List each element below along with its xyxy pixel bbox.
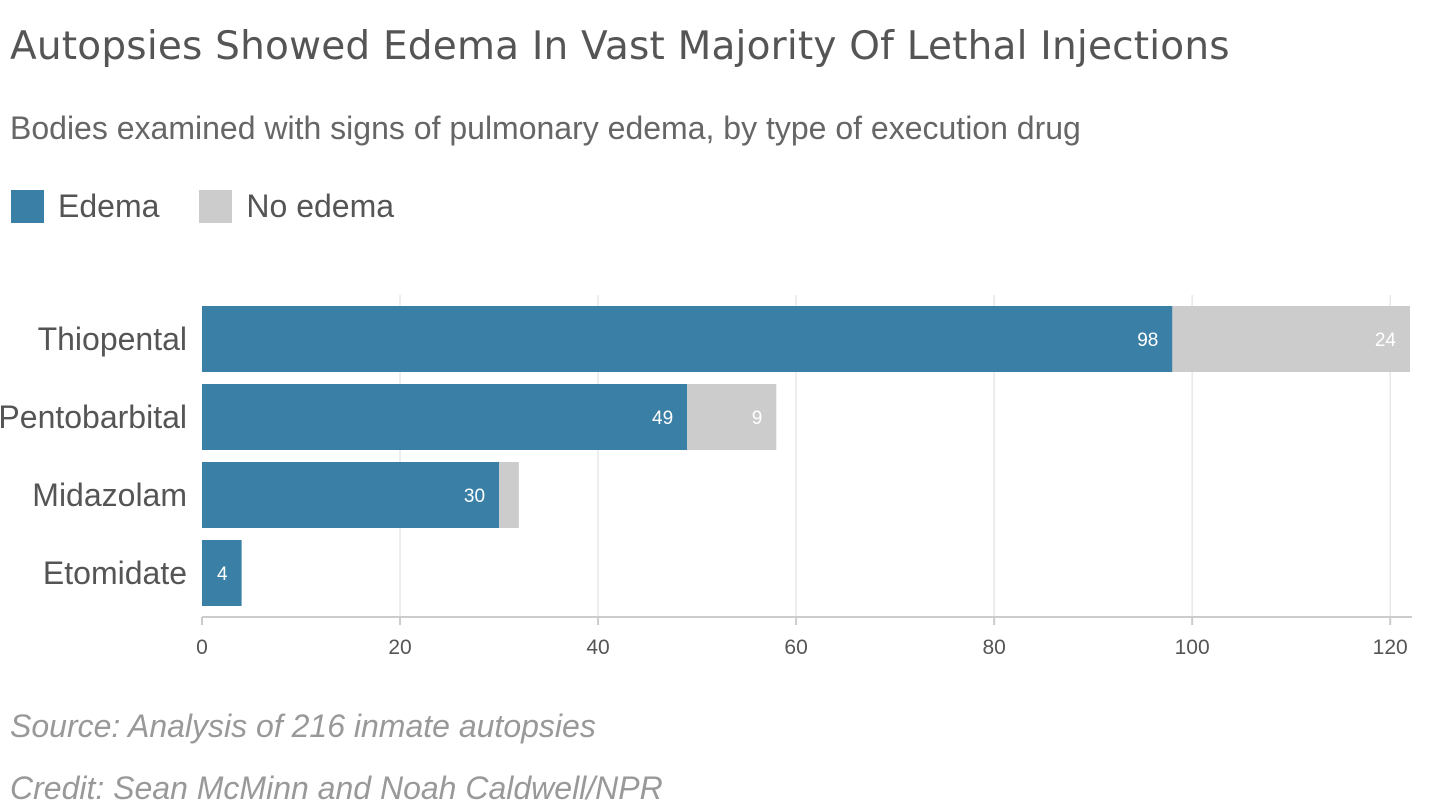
legend-label-no-edema: No edema xyxy=(246,188,395,224)
bar-thiopental-edema xyxy=(202,306,1173,372)
data-label-thiopental-edema: 98 xyxy=(1137,330,1158,351)
x-tick-label-60: 60 xyxy=(784,636,807,659)
bar-midazolam-no-edema xyxy=(499,462,519,528)
category-label-pentobarbital: Pentobarbital xyxy=(0,399,187,435)
legend-item-no-edema: No edema xyxy=(199,188,394,225)
x-tick-label-100: 100 xyxy=(1175,636,1210,659)
legend-label-edema: Edema xyxy=(58,188,160,224)
stacked-bar-chart: 98 24 Thiopental 49 9 Pentobarbital 30 Midazola… xyxy=(0,295,1412,659)
x-tick-label-40: 40 xyxy=(586,636,609,659)
x-tick-label-120: 120 xyxy=(1373,636,1408,659)
bar-pentobarbital-edema xyxy=(202,384,688,450)
legend-item-edema: Edema xyxy=(11,188,159,225)
category-label-midazolam: Midazolam xyxy=(32,477,187,513)
data-label-midazolam-edema: 30 xyxy=(464,486,485,507)
bar-midazolam-edema xyxy=(202,462,500,528)
credit-note: Credit: Sean McMinn and Noah Caldwell/NP… xyxy=(10,770,663,806)
data-label-thiopental-no-edema: 24 xyxy=(1375,330,1397,351)
legend: Edema No edema xyxy=(11,188,434,225)
source-note: Source: Analysis of 216 inmate autopsies xyxy=(10,708,596,744)
bar-thiopental-no-edema xyxy=(1172,306,1410,372)
bar-pentobarbital-no-edema xyxy=(687,384,777,450)
legend-swatch-edema xyxy=(11,190,44,223)
category-label-etomidate: Etomidate xyxy=(43,555,187,591)
legend-swatch-no-edema xyxy=(199,190,233,223)
data-label-pentobarbital-edema: 49 xyxy=(652,408,673,429)
category-label-thiopental: Thiopental xyxy=(38,321,187,357)
bar-etomidate-edema xyxy=(202,540,242,606)
chart-subtitle: Bodies examined with signs of pulmonary … xyxy=(10,110,1081,146)
chart-title: Autopsies Showed Edema In Vast Majority … xyxy=(10,24,1230,69)
x-tick-label-80: 80 xyxy=(982,636,1005,659)
x-tick-label-20: 20 xyxy=(388,636,411,659)
data-label-pentobarbital-no-edema: 9 xyxy=(752,408,763,429)
x-tick-label-0: 0 xyxy=(196,636,208,659)
data-label-etomidate-edema: 4 xyxy=(217,564,228,585)
